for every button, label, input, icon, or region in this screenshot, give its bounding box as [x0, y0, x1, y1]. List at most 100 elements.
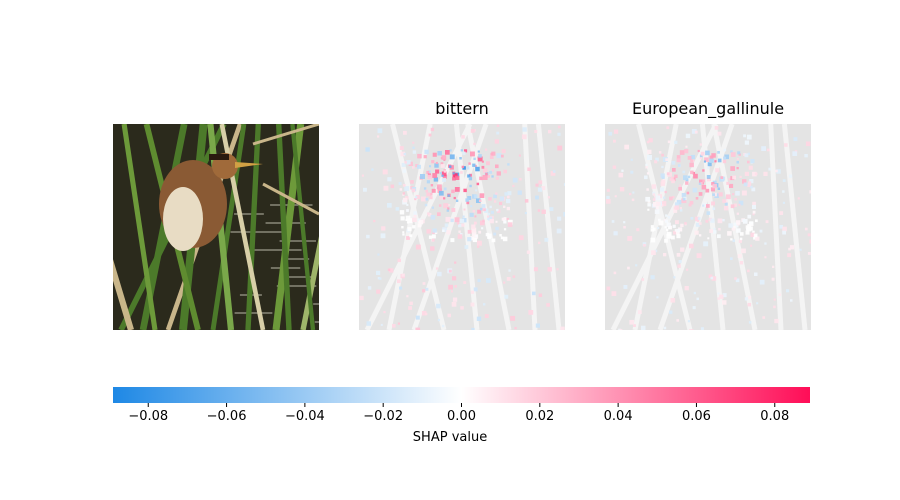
shap-cell [406, 236, 410, 240]
shap-cell [366, 234, 370, 239]
shap-cell [435, 169, 440, 174]
shap-cell [467, 229, 472, 234]
shap-cell [730, 166, 735, 171]
shap-cell [557, 145, 563, 151]
shap-cell [499, 201, 503, 206]
shap-cell [503, 228, 507, 231]
shap-cell [443, 197, 446, 200]
shap-cell [666, 222, 671, 227]
shap-cell [727, 231, 732, 236]
shap-cell [496, 153, 502, 159]
shap-cell [532, 291, 536, 296]
shap-cell [655, 195, 661, 201]
shap-cell [431, 234, 436, 239]
shap-cell [402, 184, 406, 187]
shap-cell [671, 235, 675, 240]
shap-cell [403, 152, 407, 156]
shap-cell [654, 160, 658, 164]
shap-cell [724, 202, 728, 206]
shap-cell [473, 157, 476, 160]
shap-cell [782, 190, 785, 193]
shap-cell [694, 130, 698, 134]
shap-cell [537, 209, 541, 212]
water-reflection [234, 312, 273, 314]
shap-cell [499, 234, 502, 237]
shap-cell [667, 172, 672, 177]
shap-cell [756, 302, 759, 305]
shap-cell [432, 173, 438, 178]
shap-cell [720, 176, 724, 179]
shap-cell [619, 187, 625, 192]
shap-cell [673, 276, 676, 279]
shap-cell [641, 325, 646, 330]
shap-cell [442, 178, 446, 182]
shap-cell [466, 201, 470, 205]
shap-cell [655, 157, 659, 162]
shap-cell [674, 174, 678, 178]
shap-cell [429, 196, 433, 200]
shap-cell [448, 269, 452, 273]
shap-cell [463, 281, 467, 284]
shap-cell [408, 160, 411, 162]
water-reflection [276, 285, 317, 287]
shap-cell [442, 229, 445, 232]
shap-cell [712, 180, 717, 185]
shap-cell [488, 197, 492, 201]
shap-cell [514, 326, 517, 330]
shap-cell [408, 161, 413, 166]
shap-cell [526, 250, 531, 254]
shap-cell [680, 223, 684, 228]
shap-cell [499, 196, 505, 201]
shap-cell [685, 133, 691, 139]
shap-cell [507, 222, 513, 227]
shap-cell [643, 243, 646, 247]
shap-cell [557, 216, 562, 221]
shap-cell [441, 174, 444, 177]
shap-cell [746, 227, 752, 232]
shap-cell [380, 323, 383, 326]
shap-cell [772, 265, 775, 268]
shap-cell [645, 163, 648, 166]
shap-cell [452, 172, 455, 175]
shap-cell [695, 216, 700, 221]
shap-cell [677, 164, 681, 167]
shap-cell [507, 191, 512, 196]
shap-cell [723, 148, 727, 152]
shap-cell [399, 286, 403, 290]
shap-cell [457, 234, 463, 239]
shap-cell [495, 226, 499, 231]
shap-cell [787, 253, 792, 258]
shap-cell [647, 203, 651, 207]
shap-cell [788, 247, 791, 251]
shap-cell [489, 170, 493, 174]
shap-cell [705, 219, 709, 223]
shap-cell [410, 180, 414, 184]
shap-cell [716, 234, 721, 239]
shap-cell [420, 174, 425, 179]
water-reflection [279, 240, 317, 242]
shap-cell [412, 150, 417, 154]
shap-cell [711, 276, 717, 281]
colorbar-tick-label: −0.06 [207, 409, 247, 424]
shap-cell [706, 178, 710, 182]
shap-cell [738, 200, 744, 206]
shap-cell [556, 268, 559, 271]
shap-cell [415, 244, 421, 250]
shap-cell [676, 230, 680, 235]
shap-cell [495, 176, 499, 180]
shap-cell [705, 188, 710, 193]
shap-cell [677, 264, 681, 268]
shap-cell [476, 316, 482, 321]
shap-cell [667, 231, 672, 237]
shap-cell [475, 166, 480, 172]
shap-cell [672, 224, 676, 228]
shap-cell [747, 214, 752, 219]
shap-cell [707, 237, 710, 240]
shap-cell [471, 227, 477, 233]
shap-cell [754, 272, 758, 276]
shap-cell [471, 327, 475, 330]
shap-cell [710, 187, 715, 192]
shap-cell [805, 141, 811, 147]
shap-cell [792, 151, 798, 156]
shap-cell [674, 229, 678, 232]
